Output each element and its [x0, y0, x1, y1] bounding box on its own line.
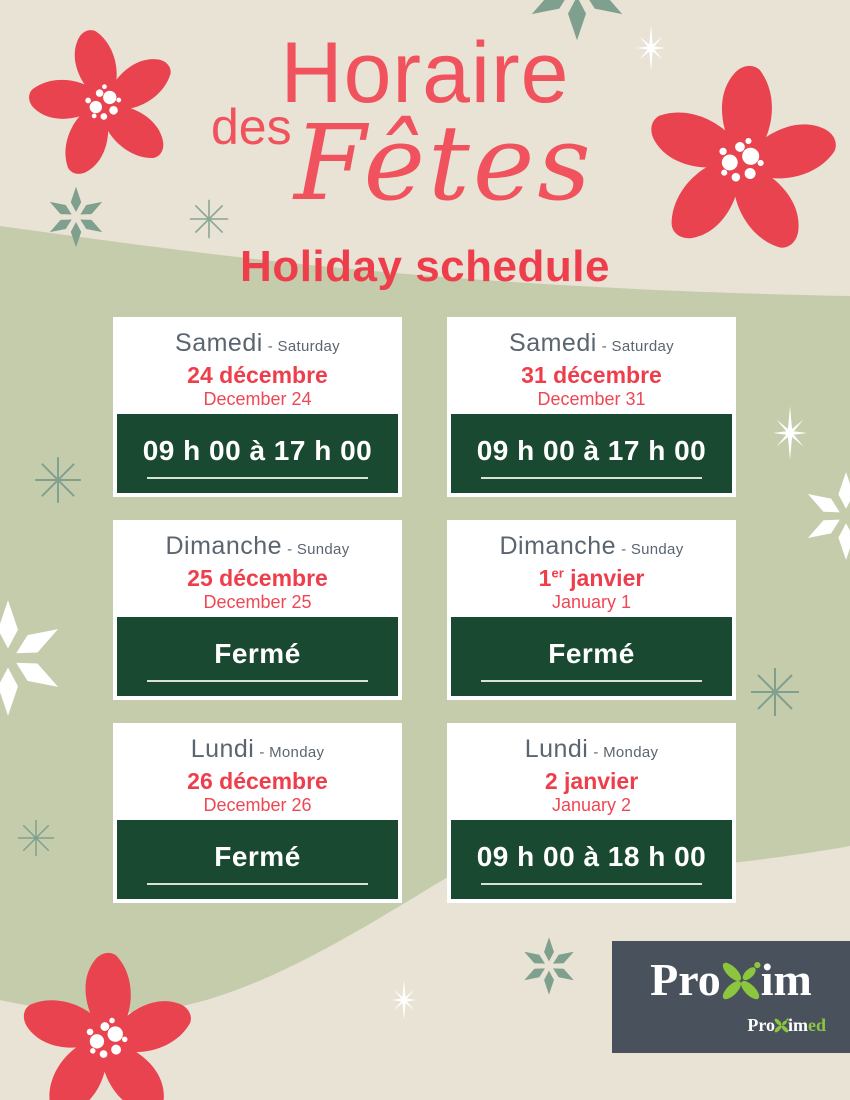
card-date-en: December 24: [203, 389, 312, 409]
card-day-en: - Sunday: [287, 541, 350, 558]
title-horaire: Horaire: [280, 25, 570, 121]
asterisk-icon: [17, 819, 55, 857]
card-hours-panel: Fermé: [451, 617, 732, 696]
schedule-cards-grid: Samedi - Saturday 24 décembre December 24…: [113, 317, 736, 903]
hours-underline: [481, 883, 702, 885]
card-day: Dimanche - Sunday: [499, 532, 684, 560]
schedule-card-dec31: Samedi - Saturday 31 décembre December 31…: [447, 317, 736, 497]
card-hours-panel: Fermé: [117, 617, 398, 696]
asterisk-icon: [189, 199, 229, 239]
card-hours-text: Fermé: [548, 637, 635, 669]
asterisk-icon: [750, 667, 800, 717]
card-date-fr: 26 décembre: [187, 768, 328, 794]
card-day-en: - Monday: [259, 744, 325, 761]
hours-underline: [147, 680, 368, 682]
card-date-en: January 1: [551, 592, 632, 612]
card-date-en: January 2: [551, 795, 632, 815]
title-des: des: [211, 99, 292, 155]
schedule-card-dec24: Samedi - Saturday 24 décembre December 24…: [113, 317, 402, 497]
sparkle-icon: [391, 979, 417, 1021]
card-day-en: - Saturday: [267, 338, 340, 355]
card-hours-text: Fermé: [214, 637, 301, 669]
hours-underline: [147, 883, 368, 885]
card-hours-text: 09 h 00 à 18 h 00: [476, 840, 707, 872]
title-fetes: Fêtes: [294, 102, 594, 224]
card-hours-panel: Fermé: [117, 820, 398, 899]
card-day: Lundi - Monday: [190, 735, 325, 763]
card-day: Samedi - Saturday: [509, 329, 674, 357]
card-date-fr: 31 décembre: [521, 362, 662, 388]
card-day: Lundi - Monday: [524, 735, 659, 763]
card-date-fr: 2 janvier: [544, 768, 639, 794]
proxim-x-icon: [722, 962, 761, 1000]
proxim-logo-box: Pro im Pro imed: [612, 941, 850, 1053]
card-hours-panel: 09 h 00 à 17 h 00: [117, 414, 398, 493]
card-hours-panel: 09 h 00 à 18 h 00: [451, 820, 732, 899]
proxim-logo: Pro im: [650, 954, 812, 1005]
card-hours-text: 09 h 00 à 17 h 00: [142, 434, 373, 466]
proximed-x-icon: [774, 1018, 789, 1033]
schedule-card-jan1: Dimanche - Sunday 1er janvier January 1 F…: [447, 520, 736, 700]
date-superscript: er: [551, 565, 564, 581]
card-date-fr: 24 décembre: [187, 362, 328, 388]
star-icon: [521, 937, 577, 995]
card-hours-text: 09 h 00 à 17 h 00: [476, 434, 707, 466]
schedule-card-dec25: Dimanche - Sunday 25 décembre December 25…: [113, 520, 402, 700]
card-hours-panel: 09 h 00 à 17 h 00: [451, 414, 732, 493]
card-hours-text: Fermé: [214, 840, 301, 872]
hours-underline: [147, 477, 368, 479]
proximed-logo: Pro imed: [747, 1015, 826, 1035]
card-date-fr: 25 décembre: [187, 565, 328, 591]
card-day-en: - Sunday: [621, 541, 684, 558]
card-day: Dimanche - Sunday: [165, 532, 350, 560]
card-day-en: - Monday: [593, 744, 659, 761]
card-date-en: December 31: [537, 389, 646, 409]
proximed-ed: ed: [808, 1015, 826, 1035]
title-holiday-schedule: Holiday schedule: [240, 242, 610, 291]
schedule-card-dec26: Lundi - Monday 26 décembre December 26 Fe…: [113, 723, 402, 903]
card-day: Samedi - Saturday: [175, 329, 340, 357]
schedule-card-jan2: Lundi - Monday 2 janvier January 2 09 h 0…: [447, 723, 736, 903]
card-day-en: - Saturday: [601, 338, 674, 355]
card-date-en: December 25: [203, 592, 312, 612]
hours-underline: [481, 477, 702, 479]
hours-underline: [481, 680, 702, 682]
card-date-en: December 26: [203, 795, 312, 815]
asterisk-icon: [34, 456, 82, 504]
card-date-fr: 1er janvier: [538, 565, 645, 591]
